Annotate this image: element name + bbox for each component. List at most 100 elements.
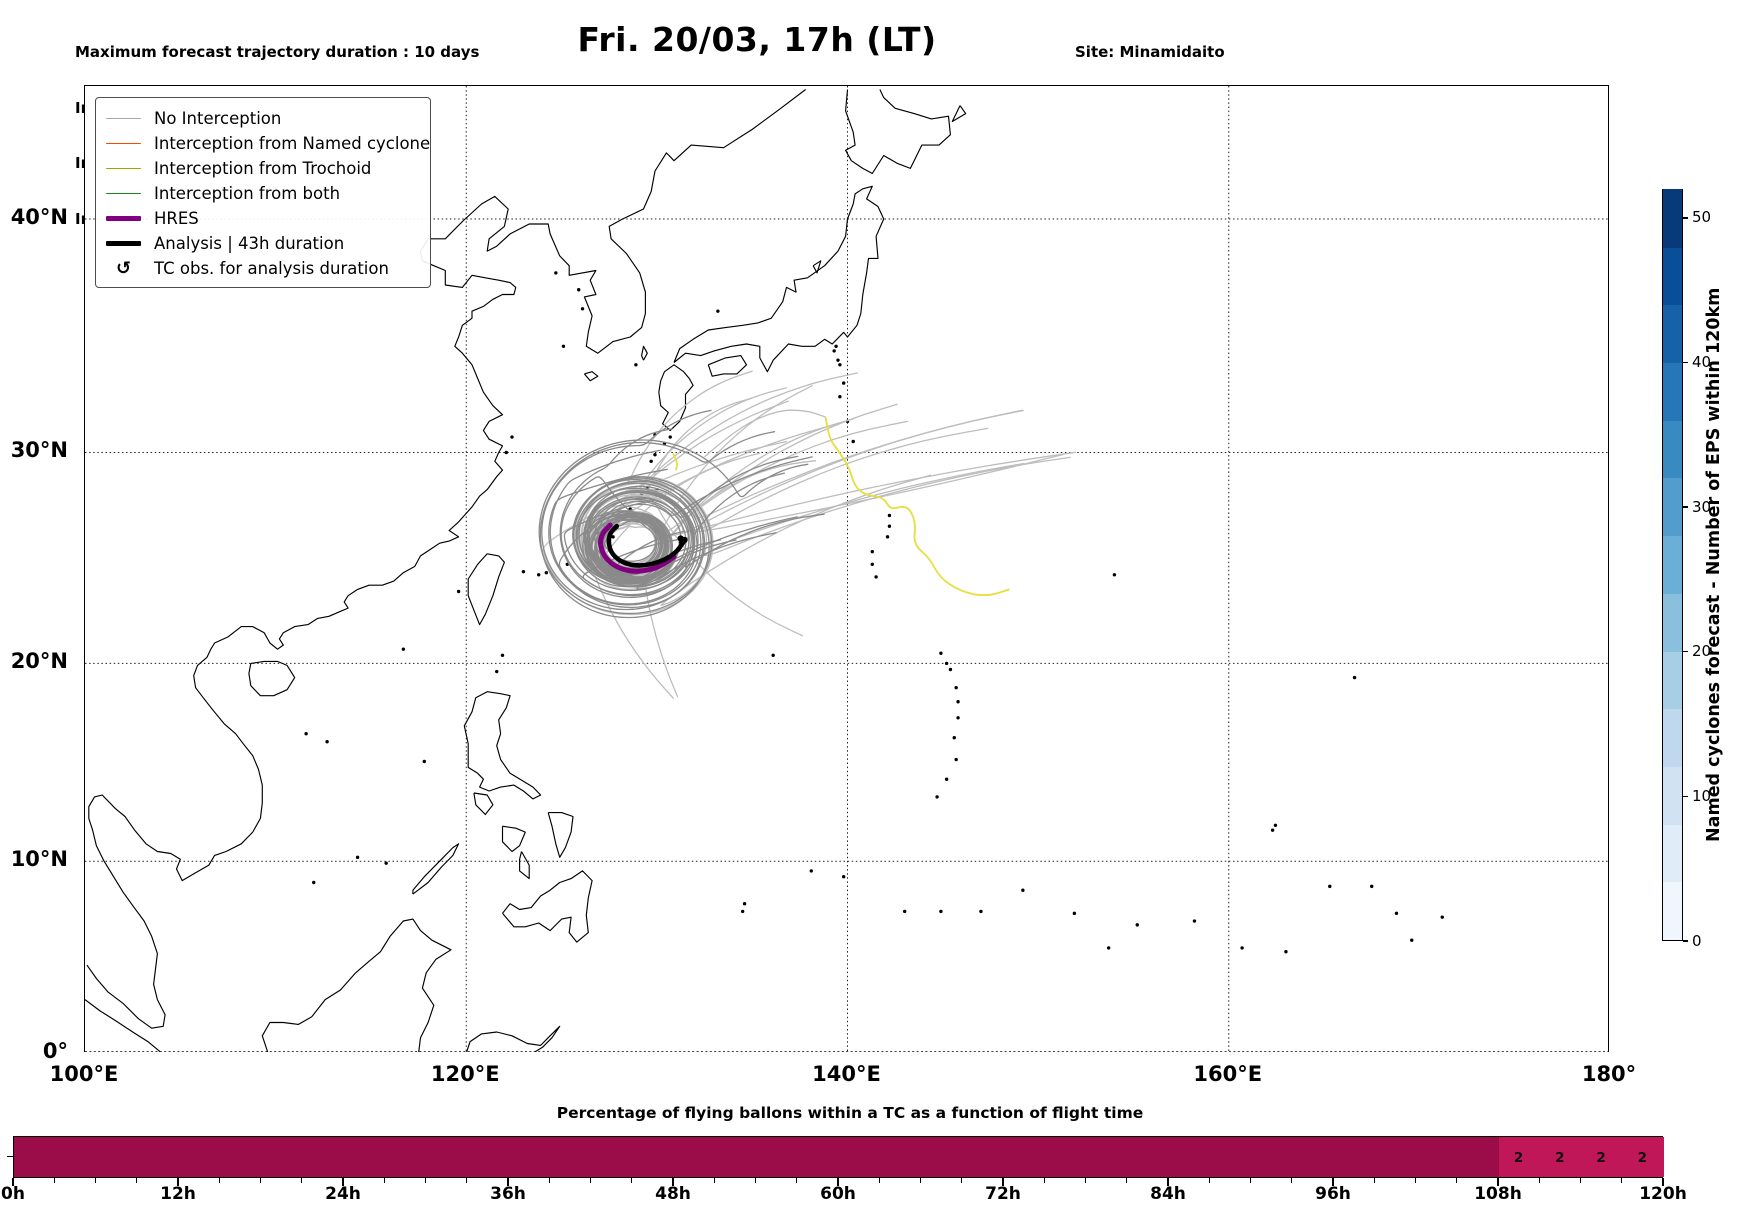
- strip-tick-27h: [383, 1178, 385, 1183]
- colorbar-step-3: [1663, 707, 1682, 767]
- map-legend: No Interception Interception from Named c…: [95, 97, 431, 288]
- island-dot-54: [1106, 946, 1111, 950]
- x-tick-160: 160°E: [1193, 1062, 1263, 1086]
- island-dot-61: [1394, 911, 1399, 916]
- coastline-1: [248, 660, 296, 697]
- island-dot-50: [939, 909, 943, 914]
- legend-item-4: HRES: [106, 206, 420, 231]
- colorbar: [1662, 188, 1683, 941]
- colorbar-tickmark-40: [1683, 361, 1688, 364]
- island-dot-81: [561, 344, 566, 348]
- island-dot-18: [834, 344, 838, 348]
- colorbar-tick-20: 20: [1692, 642, 1712, 661]
- coastline-3: [658, 364, 694, 431]
- coastline-17: [466, 1025, 561, 1052]
- coastline-6: [845, 89, 951, 175]
- strip-tick-99h: [1373, 1178, 1375, 1183]
- strip-label-120h: 120h: [1639, 1184, 1687, 1204]
- strip-tick-90h: [1249, 1178, 1252, 1183]
- island-dot-83: [716, 309, 720, 313]
- island-dot-14: [536, 573, 541, 577]
- trochoid-short-track: [672, 453, 678, 471]
- coastline-19: [641, 345, 648, 361]
- coastline-13: [502, 870, 593, 943]
- strip-tick-36h: [507, 1178, 509, 1186]
- island-dot-71: [422, 759, 427, 764]
- island-dot-76: [504, 450, 508, 455]
- island-dot-28: [885, 535, 890, 539]
- island-dot-64: [1270, 828, 1275, 832]
- coastline-9: [473, 792, 494, 816]
- island-dot-22: [841, 381, 846, 385]
- island-dot-21: [838, 363, 842, 367]
- colorbar-tickmark-20: [1683, 651, 1688, 653]
- strip-tick-21h: [301, 1178, 303, 1183]
- island-dot-58: [1284, 950, 1288, 954]
- coastline-0: [86, 89, 806, 1029]
- island-dot-23: [838, 394, 842, 399]
- strip-tick-48h: [672, 1178, 674, 1186]
- colorbar-step-5: [1663, 592, 1682, 652]
- legend-item-2: Interception from Trochoid: [106, 156, 420, 181]
- ensemble-track-dark-17: [538, 439, 809, 615]
- strip-tick-9h: [136, 1178, 138, 1183]
- island-dot-49: [902, 909, 907, 914]
- legend-item-0: No Interception: [106, 106, 420, 131]
- x-tick-120: 120°E: [430, 1062, 500, 1086]
- island-dot-66: [500, 653, 505, 657]
- strip-tick-15h: [218, 1178, 220, 1183]
- island-dot-57: [1240, 946, 1244, 950]
- strip-tick-96h: [1332, 1178, 1334, 1186]
- strip-tick-114h: [1579, 1178, 1582, 1183]
- island-dot-10: [611, 535, 615, 539]
- legend-item-5: Analysis | 43h duration: [106, 231, 420, 256]
- island-dot-34: [1352, 675, 1357, 680]
- island-dot-79: [554, 271, 558, 275]
- island-dot-32: [1112, 573, 1117, 577]
- strip-label-24h: 24h: [325, 1184, 361, 1204]
- island-dot-43: [944, 661, 949, 666]
- legend-line-swatch: [106, 167, 141, 170]
- strip-tick-60h: [837, 1178, 839, 1186]
- colorbar-step-10: [1663, 303, 1682, 364]
- legend-label: Analysis | 43h duration: [154, 233, 345, 253]
- colorbar-step-6: [1663, 534, 1682, 594]
- island-dot-20: [836, 358, 840, 362]
- island-dot-59: [1328, 884, 1332, 889]
- site-line: Site: Minamidaito: [1075, 43, 1225, 61]
- island-dot-55: [1135, 923, 1139, 927]
- coastline-12: [519, 851, 530, 880]
- island-dot-13: [544, 571, 549, 575]
- island-dot-68: [401, 647, 406, 651]
- colorbar-label: Named cyclones forecast - Number of EPS …: [1704, 287, 1724, 843]
- island-dot-69: [304, 732, 308, 736]
- trajectory-map-svg: [85, 86, 1608, 1052]
- strip-tick-6h: [94, 1178, 97, 1183]
- legend-line-swatch: [106, 241, 141, 246]
- trochoid-interception-track: [824, 416, 1010, 597]
- strip-tick-78h: [1084, 1178, 1087, 1183]
- island-dot-62: [1410, 938, 1414, 942]
- colorbar-tick-10: 10: [1692, 786, 1712, 805]
- strip-tick-117h: [1621, 1178, 1623, 1183]
- strip-tick-57h: [796, 1178, 798, 1183]
- colorbar-tick-50: 50: [1692, 208, 1712, 227]
- x-tick-180: 180°: [1581, 1062, 1637, 1086]
- ensemble-track-light-7: [578, 372, 858, 582]
- strip-label-0h: 0h: [1, 1184, 25, 1204]
- coastline-10: [547, 812, 574, 858]
- legend-label: Interception from both: [154, 183, 341, 203]
- colorbar-tick-30: 30: [1692, 497, 1712, 516]
- legend-line-swatch: [106, 192, 141, 195]
- island-dot-40: [956, 700, 960, 704]
- strip-tick-30h: [424, 1178, 427, 1183]
- island-dot-51: [979, 909, 983, 914]
- legend-item-6: ↺ TC obs. for analysis duration: [106, 256, 420, 281]
- coastline-7: [951, 105, 967, 123]
- colorbar-tickmark-10: [1683, 795, 1688, 798]
- coastline-15: [261, 918, 452, 1052]
- colorbar-tick-40: 40: [1692, 353, 1712, 372]
- island-dot-4: [653, 453, 657, 457]
- strip-tick-0h: [12, 1178, 14, 1186]
- island-dot-63: [1440, 915, 1444, 919]
